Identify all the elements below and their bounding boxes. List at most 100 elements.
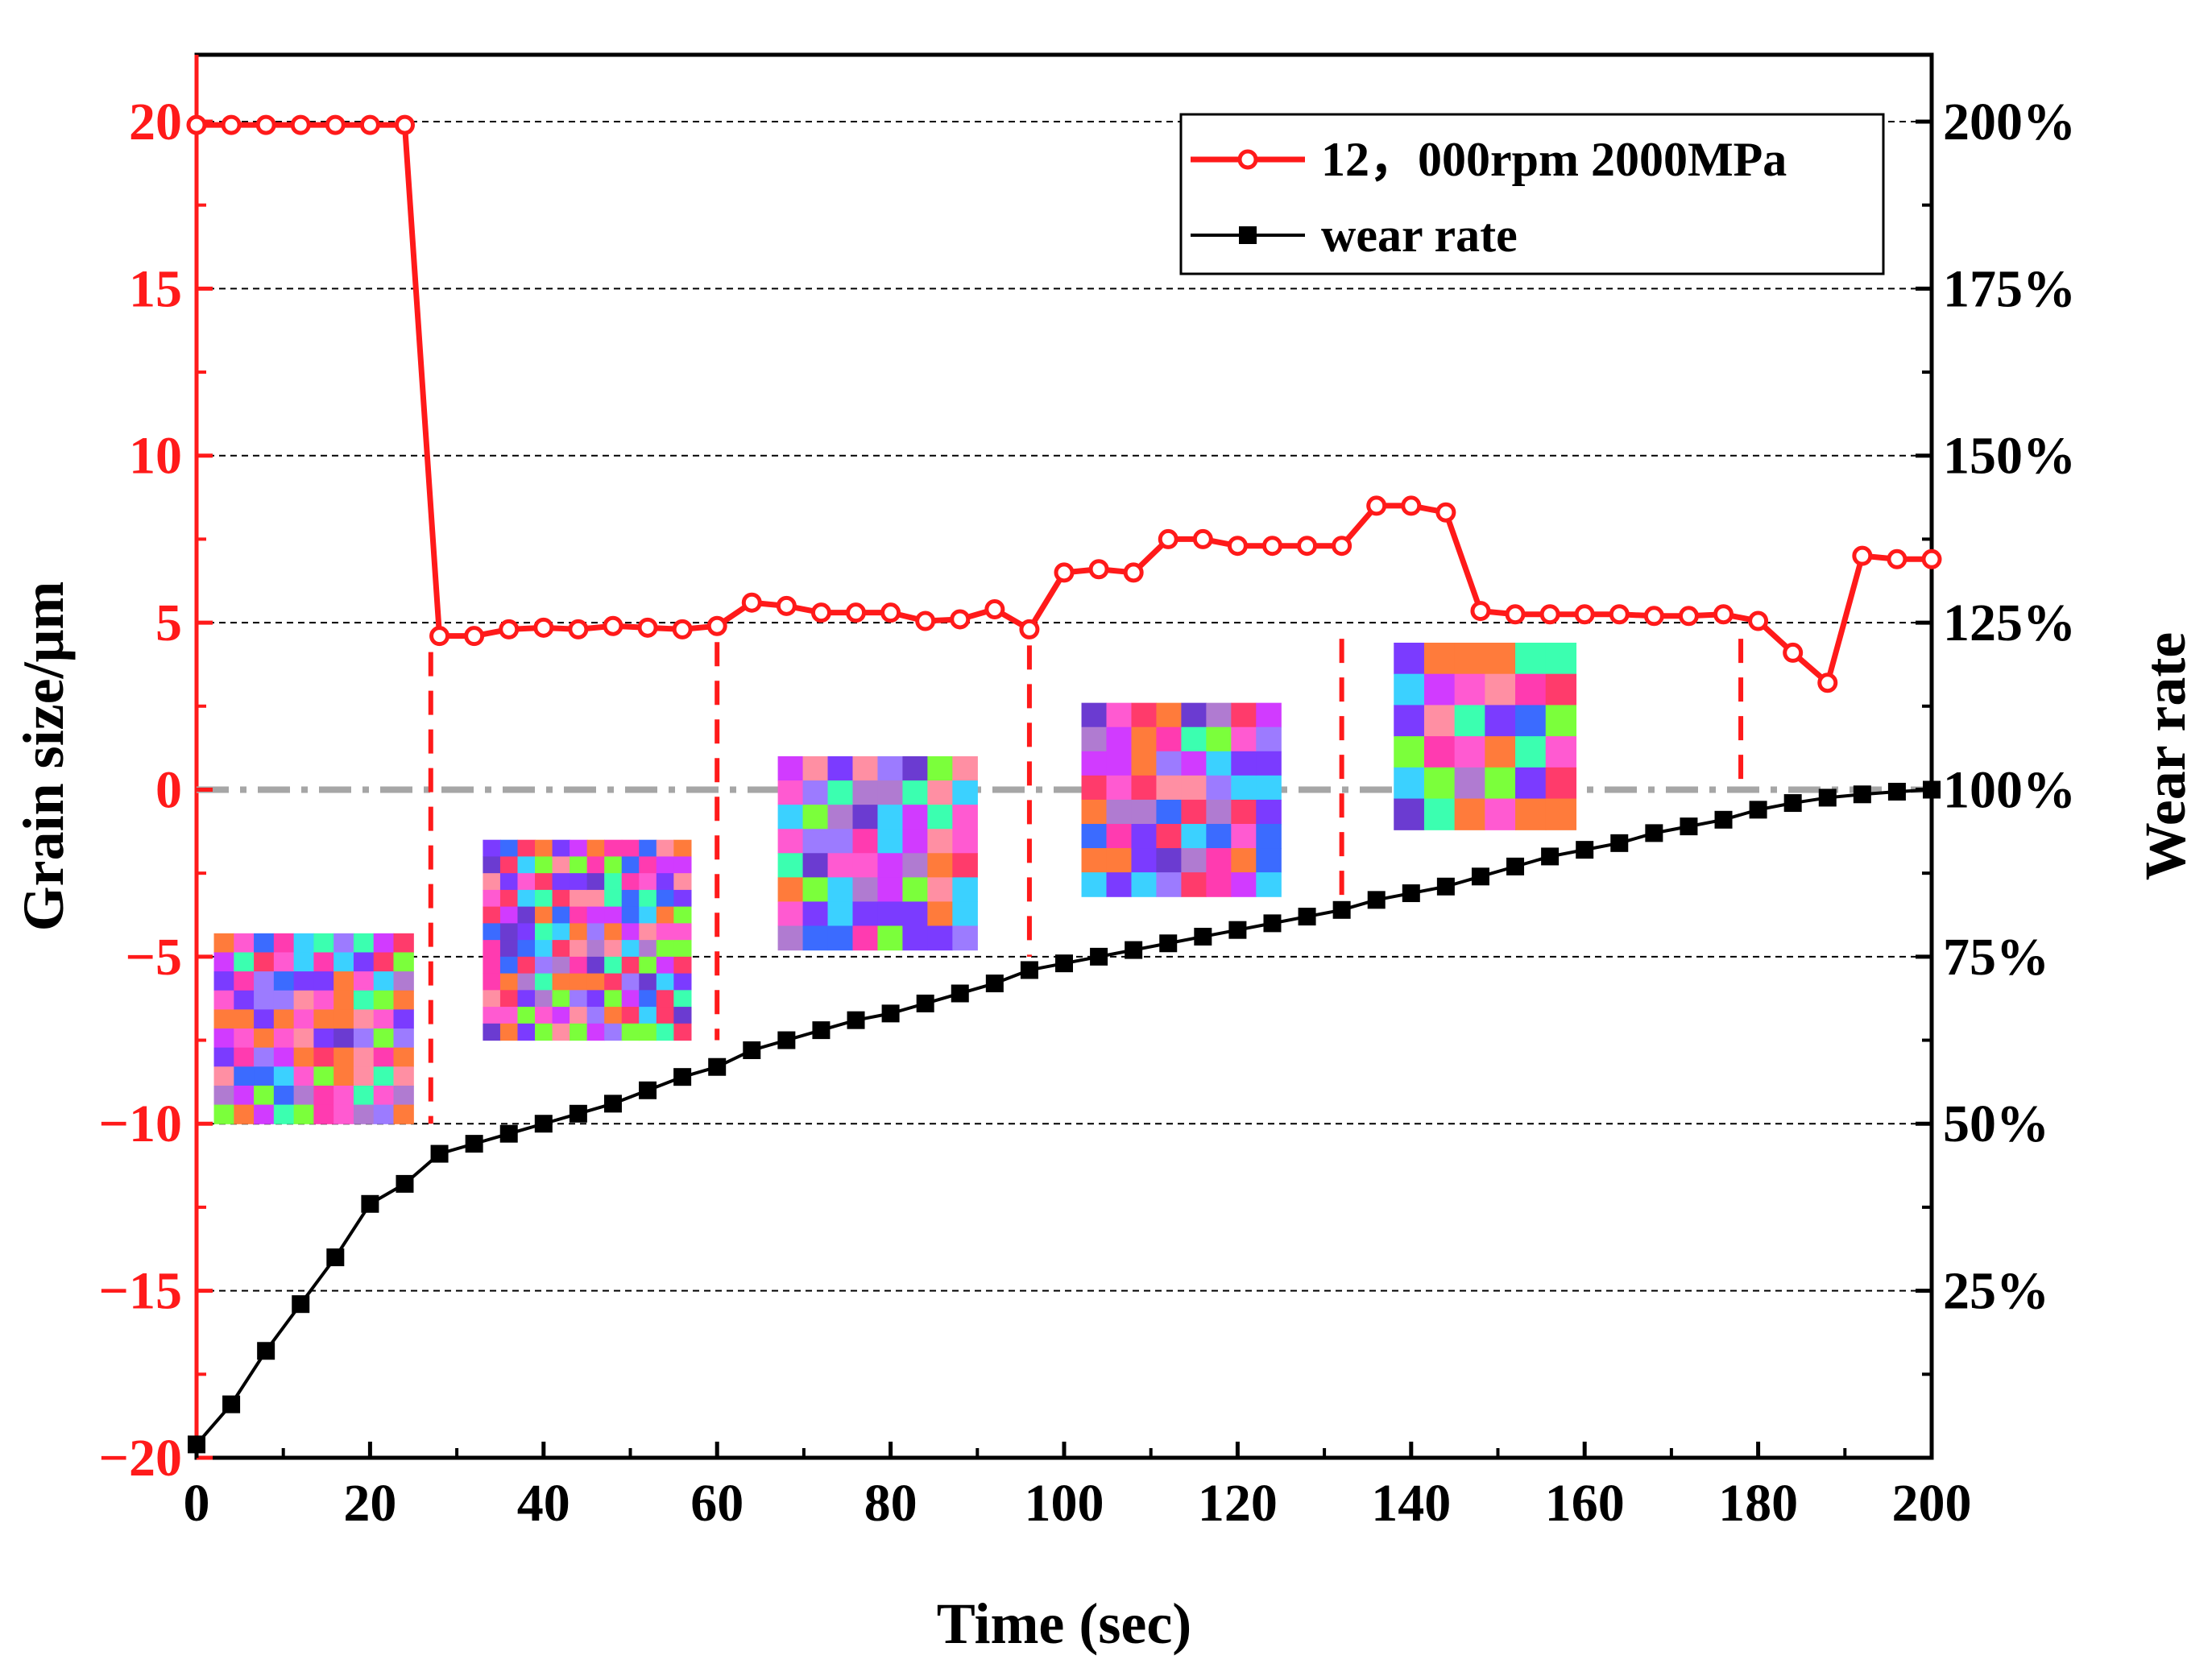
grain-cell (273, 1085, 295, 1106)
grain-size-point (1783, 642, 1804, 663)
grain-cell (656, 956, 674, 975)
grain-cell (552, 923, 570, 941)
grain-cell (1256, 726, 1282, 752)
grain-cell (333, 1009, 354, 1029)
grain-cell (1423, 705, 1456, 737)
grain-cell (621, 1023, 640, 1041)
grain-cell (586, 990, 605, 1008)
grain-cell (1394, 736, 1425, 768)
grain-cell (273, 1047, 295, 1067)
grain-cell (552, 889, 570, 908)
grain-cell (254, 952, 275, 972)
grain-cell (1131, 726, 1158, 752)
grain-size-point (359, 114, 380, 135)
grain-cell (552, 1007, 570, 1024)
grain-cell (777, 829, 804, 854)
grain-cell (483, 1023, 501, 1041)
grain-cell (293, 1047, 314, 1067)
grain-cell (802, 877, 829, 903)
grain-cell (293, 933, 314, 954)
grain-cell (952, 925, 978, 951)
grain-size-point (499, 619, 520, 639)
series-line-square (195, 788, 1932, 1446)
wear-rate-point (1680, 817, 1698, 836)
grain-cell (586, 956, 605, 975)
grain-cell (570, 1007, 588, 1024)
grain-cell (353, 952, 375, 972)
grain-size-point (429, 626, 450, 647)
grain-cell (313, 933, 334, 954)
grain-cell (570, 839, 588, 858)
grain-size-point (706, 615, 727, 636)
grain-cell (656, 1023, 674, 1041)
grain-cell (1545, 736, 1577, 768)
grain-cell (1081, 872, 1108, 897)
right-tick-label: 125% (1943, 594, 2076, 652)
grain-cell (353, 1028, 375, 1049)
grain-cell (927, 829, 953, 854)
grain-cell (852, 805, 879, 830)
grain-cell (1106, 751, 1133, 776)
left-tick-label: 10 (129, 427, 182, 486)
microstructure-map (1081, 702, 1282, 897)
grain-cell (1106, 726, 1133, 752)
grain-cell (499, 889, 519, 908)
grain-cell (952, 853, 978, 878)
grain-cell (1423, 798, 1456, 830)
grain-cell (902, 853, 928, 878)
x-tick-label: 140 (1371, 1474, 1451, 1533)
grain-cell (254, 971, 275, 991)
x-axis-title: Time (sec) (937, 1591, 1192, 1656)
grain-cell (213, 1104, 234, 1124)
grain-size-point (464, 626, 485, 647)
grain-cell (373, 1028, 395, 1049)
grain-cell (877, 780, 904, 805)
grain-cell (483, 1007, 501, 1024)
grain-cell (656, 940, 674, 958)
grain-cell (483, 856, 501, 874)
grain-cell (1454, 642, 1485, 675)
grain-cell (333, 1028, 354, 1049)
grain-cell (254, 1047, 275, 1067)
grain-cell (213, 990, 234, 1010)
grain-cell (293, 1028, 314, 1049)
grain-size-point (637, 617, 658, 638)
wear-rate-point (1402, 884, 1420, 903)
grain-cell (1256, 823, 1282, 849)
grain-cell (234, 990, 255, 1010)
legend-wear-label: wear rate (1321, 209, 1518, 262)
wear-rate-point (812, 1021, 831, 1040)
grain-cell (877, 829, 904, 854)
grain-cell (852, 925, 879, 951)
grain-cell (827, 853, 854, 878)
grain-cell (1423, 642, 1456, 675)
grain-cell (1206, 823, 1232, 849)
grain-cell (902, 756, 928, 781)
grain-cell (353, 1047, 375, 1067)
grain-cell (877, 925, 904, 951)
grain-cell (234, 933, 255, 954)
grain-size-point (810, 602, 831, 623)
grain-cell (483, 873, 501, 891)
grain-cell (1081, 775, 1108, 801)
wear-rate-point (326, 1248, 345, 1267)
grain-cell (333, 1085, 354, 1106)
grain-cell (673, 990, 692, 1008)
grain-cell (333, 952, 354, 972)
grain-cell (656, 923, 674, 941)
grain-cell (570, 856, 588, 874)
grain-size-point (1817, 673, 1838, 693)
grain-size-point (1678, 606, 1699, 627)
data-series (186, 114, 1942, 1454)
grain-cell (777, 756, 804, 781)
grain-cell (621, 856, 640, 874)
grain-cell (535, 873, 553, 891)
x-tick-label: 120 (1198, 1474, 1278, 1533)
grain-cell (1256, 751, 1282, 776)
grain-cell (293, 971, 314, 991)
grain-cell (552, 1023, 570, 1041)
x-tick-label: 20 (343, 1474, 396, 1533)
grain-size-point (846, 602, 867, 623)
grain-cell (952, 805, 978, 830)
